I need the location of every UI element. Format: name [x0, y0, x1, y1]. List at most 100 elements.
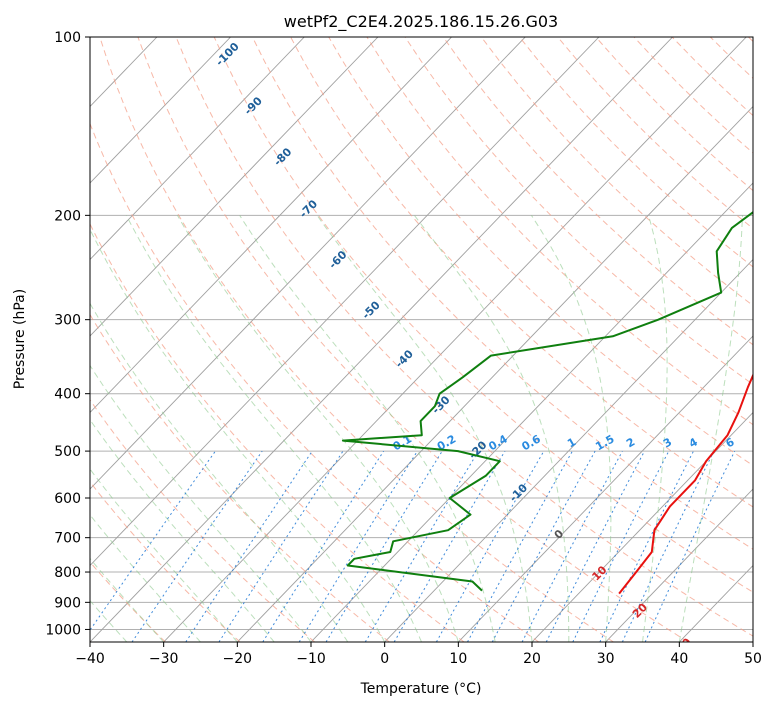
isotherm: [90, 37, 526, 490]
background-lines: [0, 37, 753, 642]
dry-adiabat-label: -10: [507, 481, 530, 504]
mixing-ratio-label: 3: [661, 435, 674, 450]
dry-adiabat: [366, 37, 753, 426]
mixing-ratio-line: [621, 450, 715, 642]
mixing-ratio-label: 0.4: [486, 432, 510, 453]
isotherm: [531, 411, 753, 642]
isotherm: [752, 641, 753, 642]
moist-adiabat: [90, 302, 349, 642]
dry-adiabat: [90, 481, 241, 642]
isotherm: [90, 37, 600, 567]
y-tick-label: 200: [54, 208, 81, 224]
dry-adiabat: [175, 37, 753, 637]
dry-adiabat: [251, 37, 753, 550]
isotherm: [90, 37, 305, 261]
dry-adiabat: [519, 37, 753, 268]
x-tick-label: −30: [149, 651, 179, 667]
moist-adiabat: [316, 215, 533, 642]
dry-adiabat-label: 10: [589, 563, 609, 583]
dry-adiabat-label: -70: [297, 197, 320, 220]
dry-adiabat-label: 30: [674, 635, 694, 655]
x-tick-label: 40: [670, 651, 688, 667]
dry-adiabat-label: -80: [271, 145, 294, 168]
moist-adiabat: [90, 557, 165, 642]
isotherm: [90, 37, 452, 414]
y-tick-label: 500: [54, 444, 81, 460]
profiles: [341, 210, 753, 595]
mixing-ratio-line: [185, 450, 313, 642]
dry-adiabat-label: -50: [360, 298, 383, 321]
dry-adiabat: [633, 37, 753, 154]
isotherm: [90, 37, 231, 184]
x-tick-label: 10: [449, 651, 467, 667]
dry-adiabat-label: -90: [242, 94, 265, 117]
dry-adiabat: [442, 37, 753, 346]
mixing-ratio-line: [644, 450, 736, 642]
mixing-ratio-line: [599, 450, 694, 642]
x-tick-label: −10: [296, 651, 326, 667]
dry-adiabat-label: -30: [429, 393, 452, 416]
temperature-profile-line: [618, 372, 753, 595]
moist-adiabat: [530, 215, 612, 642]
y-tick-label: 900: [54, 595, 81, 611]
moist-adiabat: [90, 418, 275, 642]
isotherm: [0, 37, 10, 642]
mixing-ratio-line: [521, 450, 623, 642]
mixing-ratio-label: 4: [687, 435, 700, 450]
x-tick-label: 30: [597, 651, 615, 667]
moist-adiabat: [125, 215, 422, 642]
mixing-ratio-line: [364, 450, 479, 642]
y-axis-label: Pressure (hPa): [12, 289, 28, 389]
dry-adiabat-label: -40: [393, 347, 416, 370]
y-axis-ticks: 100 200 300 400 500 600 700 800 900 1000: [45, 30, 90, 638]
x-tick-label: 20: [523, 651, 541, 667]
isotherm: [458, 335, 753, 642]
dry-adiabat-label: 40: [718, 670, 738, 690]
dry-adiabat: [328, 37, 753, 467]
isotherm: [605, 488, 753, 642]
moist-adiabat: [678, 215, 743, 642]
mixing-ratio-line: [545, 450, 645, 642]
moist-adiabat: [90, 468, 238, 642]
mixing-ratio-label: 8: [753, 435, 766, 450]
plot-frame: [89, 36, 754, 643]
moist-adiabat: [90, 364, 312, 642]
y-tick-label: 700: [54, 531, 81, 547]
dry-adiabat: [90, 222, 465, 642]
dry-adiabat: [290, 37, 753, 508]
moist-adiabat: [642, 215, 668, 642]
mixing-ratio-line: [325, 450, 443, 642]
x-axis-ticks: −40 −30 −20 −10 0 10 20 30 40 50: [75, 642, 762, 667]
isotherm: [163, 37, 747, 642]
x-tick-label: −20: [223, 651, 253, 667]
dry-adiabat: [748, 37, 753, 43]
mixing-ratio-line: [218, 450, 344, 642]
mixing-ratio-label: 1.5: [593, 432, 616, 453]
isotherm: [310, 182, 753, 642]
isotherm: [90, 37, 379, 337]
moist-adiabat: [90, 514, 201, 642]
isotherm: [384, 258, 753, 642]
x-tick-label: −40: [75, 651, 105, 667]
mixing-ratio-line: [491, 450, 596, 642]
mixing-ratio-line: [393, 450, 506, 642]
moist-adiabat: [90, 228, 386, 642]
dry-adiabat: [137, 37, 689, 642]
dry-adiabat: [213, 37, 753, 593]
y-tick-label: 400: [54, 387, 81, 403]
dry-adiabat: [595, 37, 753, 192]
y-tick-label: 600: [54, 491, 81, 507]
mixing-ratio-line: [435, 450, 545, 642]
mixing-ratio-line: [467, 450, 573, 642]
y-tick-label: 1000: [45, 622, 81, 638]
dry-adiabat: [709, 37, 753, 79]
mixing-ratio-label: 2: [624, 435, 637, 450]
x-axis-label: Temperature (°C): [360, 681, 482, 697]
x-tick-label: 0: [380, 651, 389, 667]
dry-adiabat: [480, 37, 753, 307]
mixing-ratio-line: [131, 450, 263, 642]
x-tick-label: 50: [744, 651, 762, 667]
moist-adiabat: [414, 215, 570, 642]
moist-adiabat: [239, 215, 496, 642]
